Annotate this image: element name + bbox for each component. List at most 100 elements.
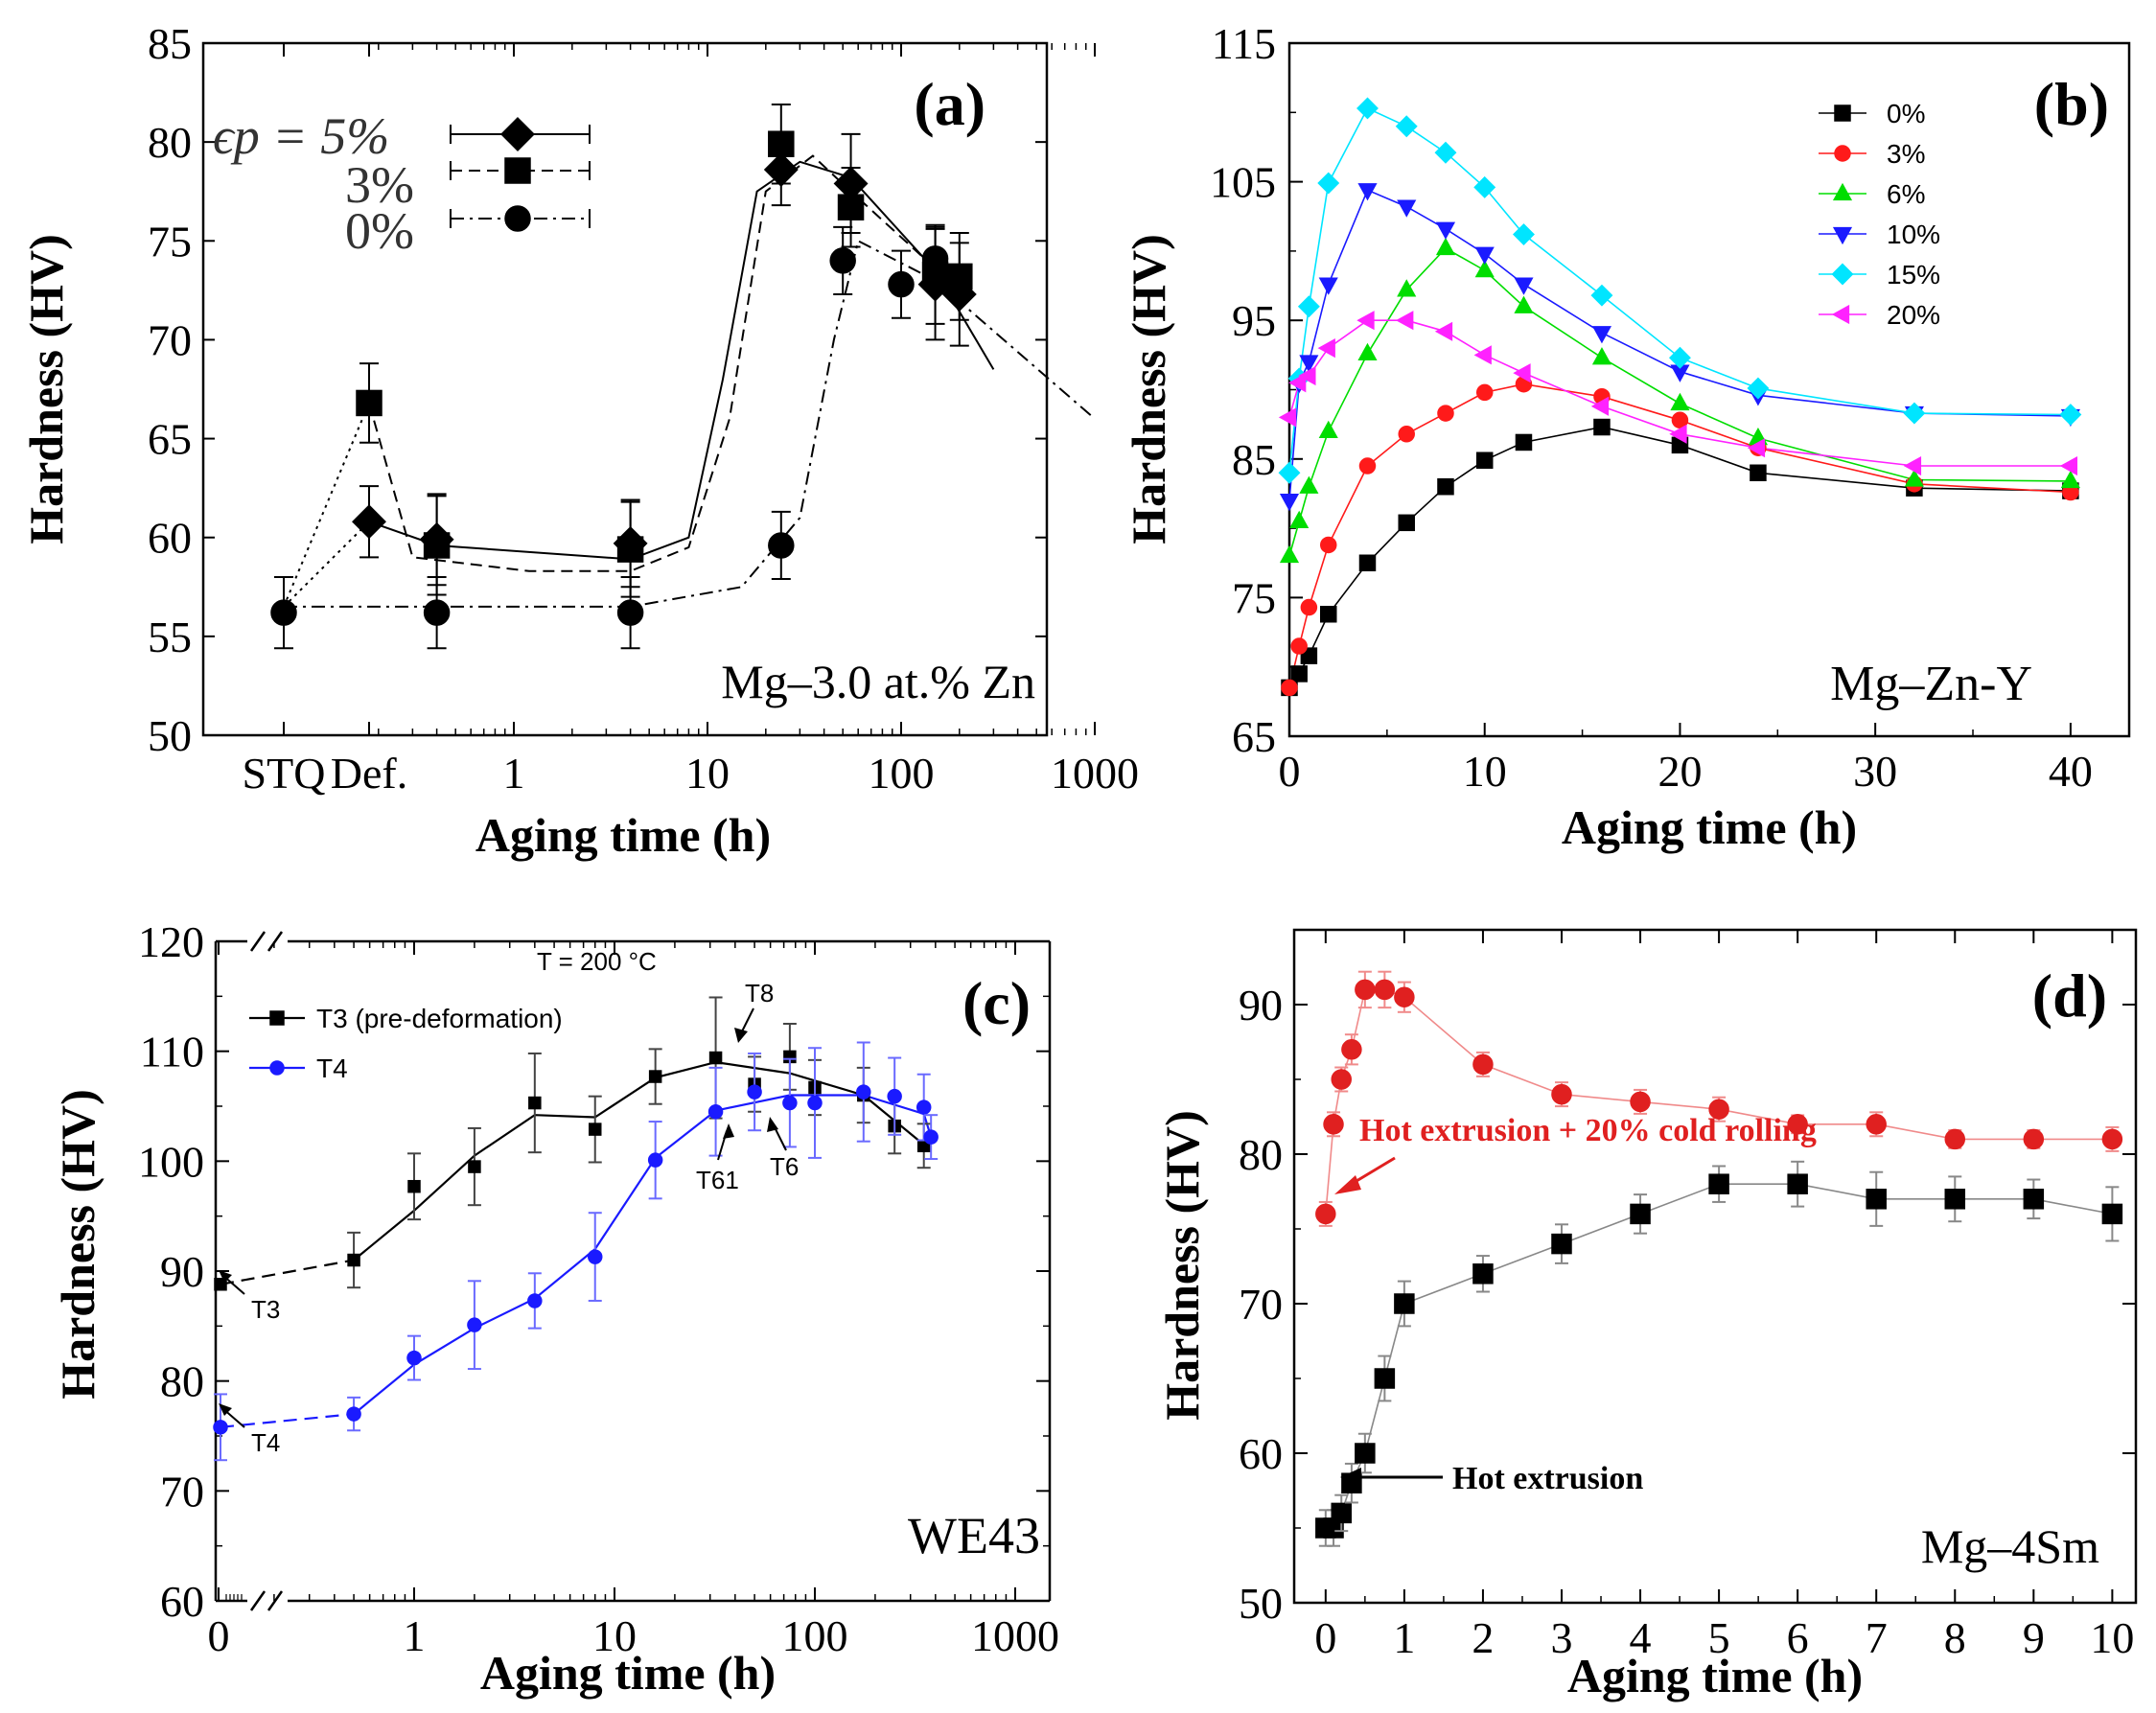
- c-point-t4: [587, 1249, 603, 1264]
- panel-a-legend: ϵp = 5% 3% 0%: [213, 107, 591, 260]
- red-annotation-arrowhead: [1334, 1175, 1361, 1194]
- b-point-15pct: [1513, 223, 1535, 246]
- b-point-0pct: [1358, 554, 1377, 571]
- panel-c-temperature: T = 200 °C: [537, 947, 657, 976]
- b-point-0pct: [1319, 606, 1337, 623]
- a-legend-marker: [504, 157, 531, 184]
- b-point-0pct: [1475, 451, 1494, 469]
- b-point-15pct: [1590, 284, 1613, 307]
- d-point-cold-rolled: [1551, 1083, 1572, 1105]
- b-point-15pct: [1668, 346, 1691, 369]
- c-x-tick-label: 10: [592, 1611, 637, 1660]
- b-point-10pct: [1514, 277, 1534, 295]
- panel-d-data-marks: [1315, 970, 2123, 1547]
- panel-d-black-series-annotation: Hot extrusion: [1452, 1461, 1643, 1496]
- b-point-20pct: [2059, 455, 2078, 476]
- legend-entry-0pct: 0%: [345, 202, 414, 260]
- panel-c-data-marks: [213, 996, 939, 1462]
- b-point-20pct: [1590, 396, 1610, 416]
- panel-c-temper-labels: T3 T4 T8 T61 T6: [219, 979, 799, 1457]
- c-x-tick-label: 1000: [971, 1611, 1059, 1660]
- panel-c-x-axis-label: Aging time (h): [480, 1646, 776, 1700]
- b-point-10pct: [1474, 246, 1495, 265]
- b-legend-label: 3%: [1887, 139, 1925, 169]
- a-y-tick-label: 85: [148, 19, 192, 68]
- c-y-tick-label: 120: [138, 917, 204, 966]
- a-x-tick-label: STQ: [243, 749, 326, 798]
- panel-a-alloy-annotation: Mg–3.0 at.% Zn: [721, 655, 1035, 708]
- a-point-0pct: [270, 599, 297, 626]
- a-point-0pct: [921, 245, 949, 272]
- panel-a-hardness-chart: 50 55 60 65 70 75 80 85 STQ Def. 1 10 100 1000 (a) Mg…: [19, 19, 1139, 862]
- d-point-cold-rolled: [1323, 1114, 1344, 1135]
- panel-c-y-axis-label: Hardness (HV): [51, 1089, 104, 1400]
- panel-b-alloy-annotation: Mg–Zn-Y: [1830, 657, 2032, 711]
- b-point-0pct: [1437, 477, 1454, 496]
- b-line-10pct: [1288, 189, 2071, 501]
- d-point-hot-extrusion: [2023, 1189, 2045, 1210]
- c-point-t4: [887, 1088, 902, 1104]
- panel-d-label: (d): [2032, 961, 2107, 1030]
- b-point-0pct: [1515, 433, 1533, 451]
- c-legend-marker: [269, 1010, 285, 1026]
- c-point-t3: [588, 1123, 602, 1136]
- c-point-t4: [647, 1152, 663, 1168]
- panel-c-legend: T3 (pre-deformation) T4: [249, 1004, 563, 1083]
- b-point-15pct: [1356, 97, 1379, 120]
- d-point-cold-rolled: [1355, 979, 1376, 1001]
- b-point-6pct: [1435, 237, 1456, 256]
- d-point-hot-extrusion: [2101, 1203, 2123, 1225]
- a-point-0pct: [768, 532, 795, 559]
- c-point-t4: [856, 1084, 871, 1100]
- c-point-t4: [467, 1317, 482, 1332]
- panel-b-y-axis-label: Hardness (HV): [1122, 234, 1175, 544]
- d-x-tick-label: 4: [1630, 1613, 1652, 1662]
- d-y-tick-label: 60: [1239, 1429, 1283, 1478]
- c-point-t4: [527, 1293, 543, 1308]
- c-point-t4: [346, 1406, 361, 1422]
- b-legend-marker: [1832, 226, 1853, 245]
- b-point-20pct: [1903, 455, 1922, 476]
- d-point-hot-extrusion: [1630, 1203, 1651, 1225]
- c-legend-label: T3 (pre-deformation): [316, 1004, 563, 1033]
- b-y-tick-label: 65: [1232, 712, 1276, 761]
- c-point-t3: [648, 1070, 662, 1083]
- c-arrowhead-t6: [767, 1117, 778, 1132]
- d-point-hot-extrusion: [1374, 1368, 1396, 1389]
- c-temper-label-t6: T6: [770, 1152, 799, 1181]
- b-point-20pct: [1473, 345, 1492, 365]
- b-legend-label: 0%: [1887, 99, 1925, 128]
- b-point-3pct: [1671, 411, 1689, 429]
- c-axis-break-bottom: [267, 1590, 284, 1611]
- b-x-tick-label: 0: [1279, 747, 1301, 796]
- d-y-tick-label: 90: [1239, 981, 1283, 1030]
- c-trend-t3: [353, 1060, 925, 1262]
- a-legend-marker: [500, 117, 535, 151]
- c-point-t3: [528, 1096, 542, 1110]
- b-y-tick-label: 95: [1232, 296, 1276, 345]
- b-point-0pct: [1593, 418, 1611, 436]
- a-fit-curve-5pct: [368, 160, 995, 561]
- d-point-cold-rolled: [1374, 979, 1396, 1001]
- d-point-hot-extrusion: [1944, 1189, 1966, 1210]
- legend-entry-3pct: 3%: [345, 156, 414, 214]
- c-y-tick-label: 60: [160, 1577, 204, 1626]
- c-axis-break-bottom: [249, 1590, 267, 1611]
- b-point-10pct: [1435, 221, 1456, 240]
- c-arrowhead-t8: [734, 1028, 748, 1043]
- a-y-tick-label: 55: [148, 613, 192, 661]
- c-arrowhead-t61: [723, 1123, 734, 1139]
- c-temper-label-t4: T4: [251, 1428, 280, 1457]
- b-x-tick-label: 20: [1658, 747, 1702, 796]
- c-temper-label-t61: T61: [696, 1166, 739, 1194]
- a-y-tick-label: 75: [148, 217, 192, 266]
- panel-a-label: (a): [914, 70, 985, 138]
- panel-b-ticks: 65 75 85 95 105 115 0 10 20 30 40: [1210, 19, 2093, 796]
- c-trend-dashed-t3: [220, 1259, 355, 1285]
- b-point-15pct: [1395, 115, 1418, 138]
- b-point-15pct: [1434, 141, 1457, 164]
- b-point-15pct: [1317, 172, 1340, 195]
- a-point-3pct: [423, 532, 451, 559]
